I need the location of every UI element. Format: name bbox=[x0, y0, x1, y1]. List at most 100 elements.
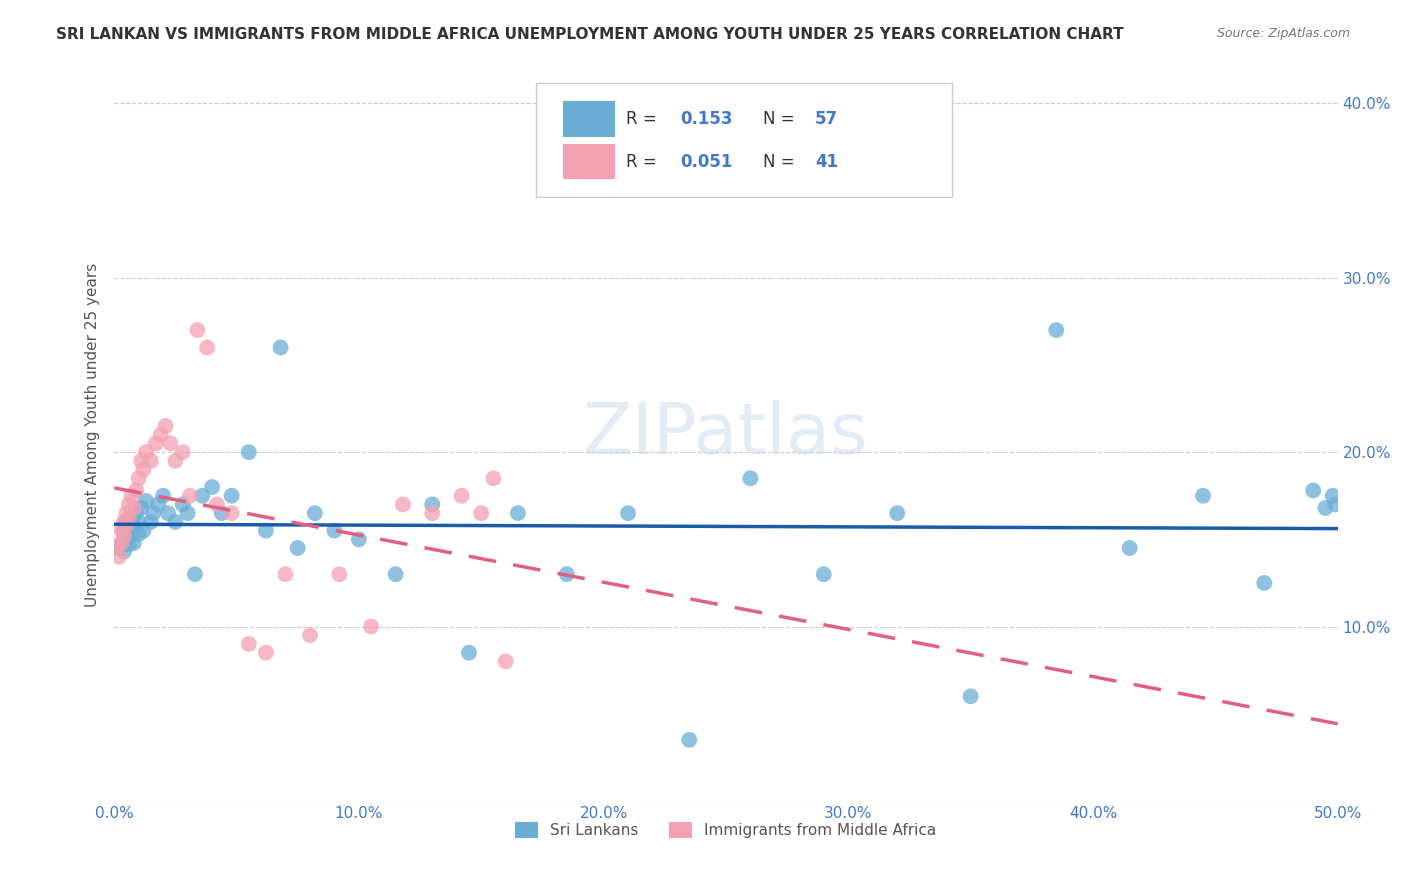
Point bbox=[420, 498, 443, 512]
Point bbox=[886, 506, 908, 520]
Legend: Sri Lankans, Immigrants from Middle Africa: Sri Lankans, Immigrants from Middle Afri… bbox=[509, 816, 943, 845]
Point bbox=[1315, 500, 1337, 515]
Point bbox=[1322, 489, 1344, 503]
Point bbox=[384, 567, 406, 582]
Point bbox=[135, 445, 157, 459]
Point bbox=[139, 454, 162, 468]
Point bbox=[617, 506, 640, 520]
Point bbox=[115, 515, 138, 529]
Text: R =: R = bbox=[626, 110, 662, 128]
Point bbox=[152, 489, 174, 503]
Text: 57: 57 bbox=[815, 110, 838, 128]
Text: N =: N = bbox=[762, 153, 800, 170]
Point bbox=[1324, 498, 1347, 512]
Point bbox=[360, 619, 382, 633]
Point bbox=[959, 690, 981, 704]
Point bbox=[128, 471, 150, 485]
Bar bbox=[564, 144, 614, 179]
Bar bbox=[564, 102, 614, 136]
Point bbox=[115, 533, 138, 547]
Point bbox=[122, 536, 145, 550]
Point bbox=[159, 436, 181, 450]
Point bbox=[118, 511, 141, 525]
Point bbox=[139, 515, 162, 529]
Point bbox=[132, 524, 155, 538]
Point bbox=[112, 515, 135, 529]
Point bbox=[328, 567, 350, 582]
Point bbox=[148, 498, 170, 512]
Point bbox=[172, 498, 194, 512]
Point bbox=[115, 506, 138, 520]
Point bbox=[287, 541, 309, 555]
Point bbox=[238, 445, 260, 459]
Point bbox=[157, 506, 180, 520]
Point bbox=[740, 471, 762, 485]
Point bbox=[110, 524, 132, 538]
Point bbox=[129, 500, 152, 515]
Point bbox=[221, 489, 243, 503]
Point bbox=[195, 341, 218, 355]
Point bbox=[1118, 541, 1140, 555]
Text: R =: R = bbox=[626, 153, 662, 170]
Point bbox=[191, 489, 214, 503]
Point bbox=[506, 506, 529, 520]
Point bbox=[172, 445, 194, 459]
Point bbox=[274, 567, 297, 582]
Point bbox=[122, 518, 145, 533]
Point bbox=[125, 506, 148, 520]
Point bbox=[1192, 489, 1215, 503]
Point bbox=[1302, 483, 1324, 498]
Point bbox=[482, 471, 505, 485]
Point bbox=[145, 436, 167, 450]
Point bbox=[132, 462, 155, 476]
Point bbox=[165, 454, 187, 468]
Point bbox=[254, 646, 277, 660]
Point bbox=[128, 527, 150, 541]
Point bbox=[128, 515, 150, 529]
FancyBboxPatch shape bbox=[536, 83, 952, 196]
Point bbox=[450, 489, 472, 503]
Y-axis label: Unemployment Among Youth under 25 years: Unemployment Among Youth under 25 years bbox=[86, 262, 100, 607]
Point bbox=[201, 480, 224, 494]
Point bbox=[110, 536, 132, 550]
Point bbox=[458, 646, 481, 660]
Text: 0.051: 0.051 bbox=[681, 153, 733, 170]
Point bbox=[155, 419, 177, 434]
Point bbox=[555, 567, 578, 582]
Point bbox=[165, 515, 187, 529]
Text: 41: 41 bbox=[815, 153, 838, 170]
Point bbox=[238, 637, 260, 651]
Text: ZIPatlas: ZIPatlas bbox=[583, 401, 869, 469]
Point bbox=[118, 529, 141, 543]
Point bbox=[115, 518, 138, 533]
Point bbox=[392, 498, 415, 512]
Point bbox=[118, 537, 141, 551]
Point bbox=[112, 529, 135, 543]
Point bbox=[179, 489, 201, 503]
Point bbox=[135, 494, 157, 508]
Point bbox=[120, 489, 142, 503]
Point bbox=[118, 498, 141, 512]
Point bbox=[420, 506, 443, 520]
Point bbox=[298, 628, 321, 642]
Point bbox=[108, 541, 131, 555]
Point bbox=[347, 533, 370, 547]
Point bbox=[205, 498, 228, 512]
Text: 0.153: 0.153 bbox=[681, 110, 733, 128]
Point bbox=[110, 536, 132, 550]
Point bbox=[112, 524, 135, 538]
Point bbox=[1045, 323, 1067, 337]
Text: N =: N = bbox=[762, 110, 800, 128]
Point bbox=[270, 341, 292, 355]
Point bbox=[120, 511, 142, 525]
Point bbox=[323, 524, 346, 538]
Point bbox=[149, 427, 172, 442]
Point bbox=[221, 506, 243, 520]
Point bbox=[108, 549, 131, 564]
Point bbox=[142, 506, 165, 520]
Text: SRI LANKAN VS IMMIGRANTS FROM MIDDLE AFRICA UNEMPLOYMENT AMONG YOUTH UNDER 25 YE: SRI LANKAN VS IMMIGRANTS FROM MIDDLE AFR… bbox=[56, 27, 1123, 42]
Point bbox=[120, 524, 142, 538]
Point bbox=[304, 506, 326, 520]
Text: Source: ZipAtlas.com: Source: ZipAtlas.com bbox=[1216, 27, 1350, 40]
Point bbox=[470, 506, 492, 520]
